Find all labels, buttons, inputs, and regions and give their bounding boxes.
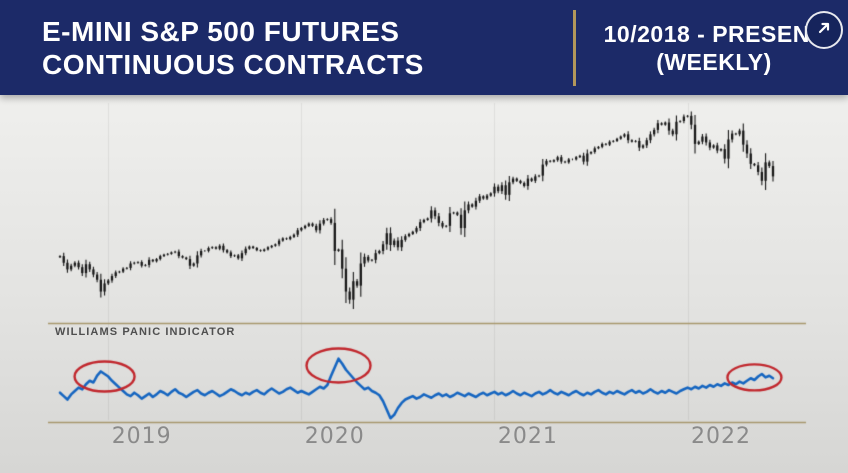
- arrow-up-right-icon: [814, 18, 834, 43]
- chart-area: WILLIAMS PANIC INDICATOR 2019 2020 2021 202…: [0, 95, 848, 473]
- date-range-line2: (WEEKLY): [656, 48, 772, 75]
- indicator-label: WILLIAMS PANIC INDICATOR: [55, 326, 236, 338]
- date-range-line1: 10/2018 - PRESENT: [603, 20, 825, 47]
- page-title-line1: E-MINI S&P 500 FUTURES: [42, 15, 400, 47]
- header-bar: E-MINI S&P 500 FUTURES CONTINUOUS CONTRA…: [0, 0, 848, 95]
- page-title: E-MINI S&P 500 FUTURES CONTINUOUS CONTRA…: [0, 15, 569, 81]
- price-and-panic-chart-canvas: [0, 95, 848, 473]
- header-divider: [573, 9, 576, 86]
- page-title-line2: CONTINUOUS CONTRACTS: [42, 48, 424, 80]
- date-range-label: 10/2018 - PRESENT (WEEKLY): [580, 20, 848, 76]
- expand-button[interactable]: [805, 11, 843, 49]
